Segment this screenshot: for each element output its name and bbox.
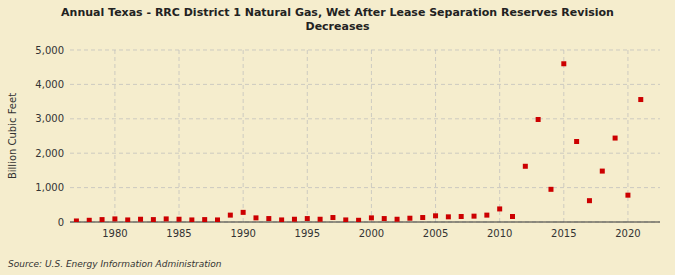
point [472, 214, 477, 219]
point [266, 216, 271, 221]
point [433, 213, 438, 218]
grid-line [307, 50, 308, 222]
title: Annual Texas - RRC District 1 Natural Ga… [61, 6, 614, 33]
chart: Annual Texas - RRC District 1 Natural Ga… [0, 0, 675, 275]
grid-line [70, 153, 660, 154]
point [420, 215, 425, 220]
point [330, 215, 335, 220]
grid-line [70, 118, 660, 119]
background [0, 0, 675, 275]
tick-label: 2020 [615, 228, 640, 239]
grid-line [435, 50, 436, 222]
point [369, 215, 374, 220]
point [318, 217, 323, 222]
tick-label: 2005 [423, 228, 448, 239]
tick-label: 2010 [487, 228, 512, 239]
point [279, 217, 284, 222]
point [292, 217, 297, 222]
point [446, 214, 451, 219]
tick-label: 2,000 [35, 148, 64, 159]
point [100, 217, 105, 222]
point [151, 217, 156, 222]
point [138, 217, 143, 222]
point [536, 117, 541, 122]
point [305, 216, 310, 221]
point [587, 198, 592, 203]
points [74, 61, 643, 222]
grid-line [70, 84, 660, 85]
point [253, 215, 258, 220]
tick-label: 1990 [230, 228, 255, 239]
grid-line [70, 222, 660, 223]
point [87, 218, 92, 222]
point [74, 218, 79, 222]
tick-label: 0 [58, 217, 64, 228]
point [523, 164, 528, 169]
x-axis-line [70, 222, 660, 223]
tick-label: 3,000 [35, 113, 64, 124]
point [561, 61, 566, 66]
point [510, 214, 515, 219]
point [600, 169, 605, 174]
point [548, 187, 553, 192]
tick-label: 1980 [102, 228, 127, 239]
title-line: Annual Texas - RRC District 1 Natural Ga… [61, 6, 614, 19]
grid [70, 50, 660, 222]
tick-label: 1985 [166, 228, 191, 239]
point [497, 206, 502, 211]
point [202, 217, 207, 222]
point [189, 217, 194, 222]
grid-line [371, 50, 372, 222]
point [125, 217, 130, 222]
point [459, 214, 464, 219]
tick-labels: 0 1,000 2,000 3,000 4,000 5,000 1980 1985 1990 19… [35, 45, 640, 240]
point [343, 217, 348, 222]
grid-line [70, 187, 660, 188]
point [395, 217, 400, 222]
tick-label: 5,000 [35, 45, 64, 56]
point [241, 210, 246, 215]
point [625, 193, 630, 198]
tick-label: 4,000 [35, 79, 64, 90]
y-axis-label: Billion Cubic Feet [7, 93, 18, 179]
tick-label: 1,000 [35, 182, 64, 193]
point [484, 213, 489, 218]
grid-line [114, 50, 115, 222]
point [613, 136, 618, 141]
point [638, 97, 643, 102]
grid-line [499, 50, 500, 222]
point [164, 216, 169, 221]
point [177, 217, 182, 222]
point [228, 213, 233, 218]
grid-line [243, 50, 244, 222]
point [574, 139, 579, 144]
point [215, 217, 220, 222]
grid-line [70, 50, 660, 51]
point [407, 216, 412, 221]
tick-label: 1995 [295, 228, 320, 239]
tick-label: 2015 [551, 228, 576, 239]
point [382, 216, 387, 221]
grid-line [563, 50, 564, 222]
annotation: Source: U.S. Energy Information Administ… [8, 259, 222, 269]
page: {"chart_data": {"type": "scatter", "titl… [0, 0, 675, 275]
grid-line [179, 50, 180, 222]
point [356, 218, 361, 222]
tick-label: 2000 [359, 228, 384, 239]
title-line: Decreases [306, 20, 370, 33]
point [112, 216, 117, 221]
